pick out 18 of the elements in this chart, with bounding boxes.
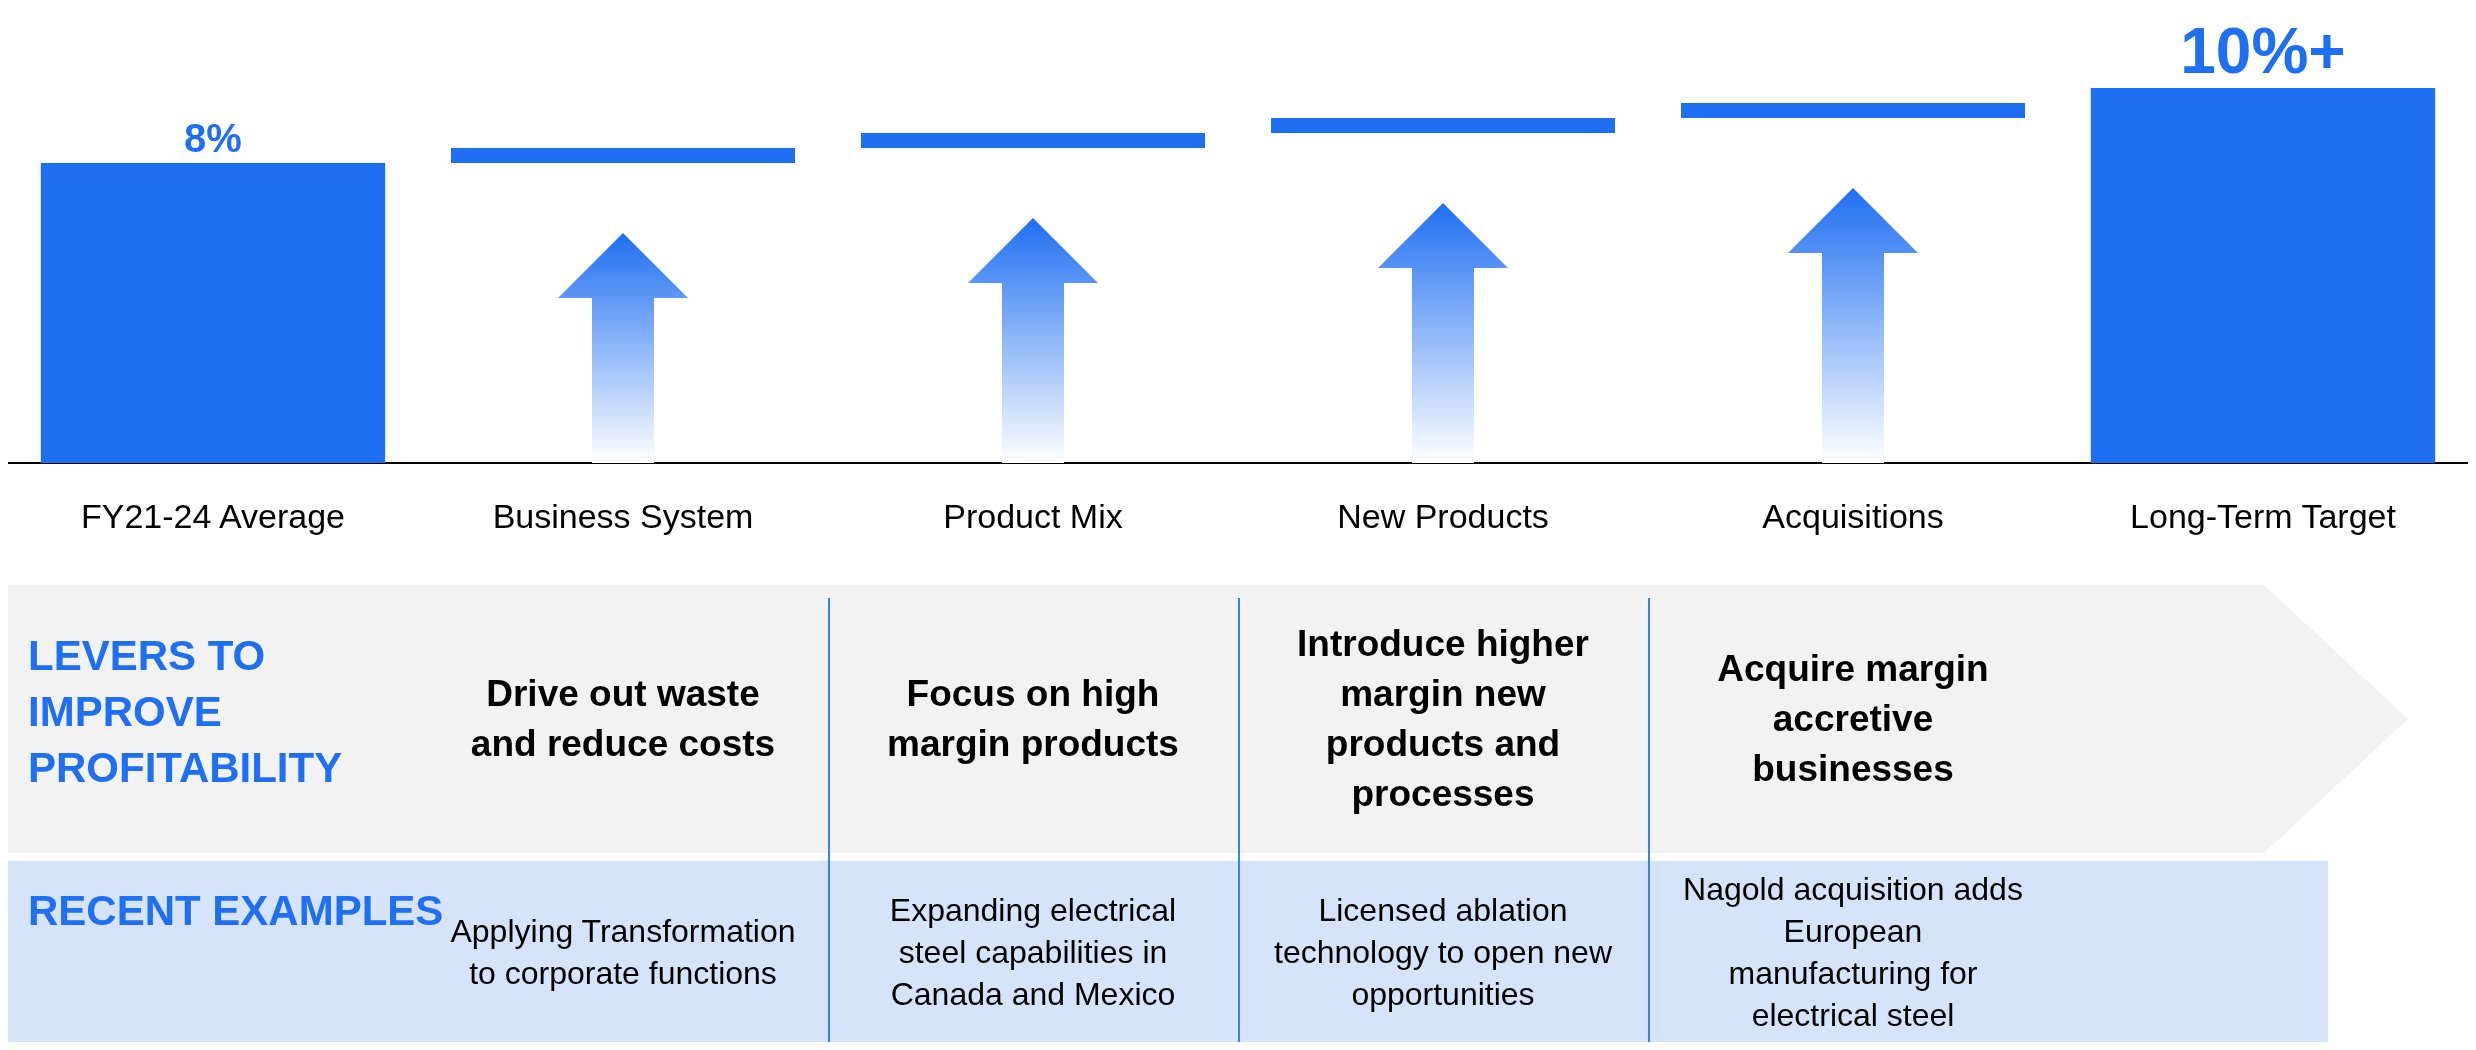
text: Focus on high margin products [886, 672, 1180, 766]
text: Introduce higher margin new products and processes [1296, 622, 1590, 816]
x-tick-label: New Products [1337, 497, 1549, 535]
data-label: 10%+ [2180, 15, 2346, 87]
x-tick-label: Business System [492, 497, 754, 535]
text: LEVERS TO IMPROVE PROFITABILITY [28, 631, 344, 793]
text: RECENT EXAMPLES [28, 886, 445, 936]
text: Acquire margin accretive businesses [1716, 647, 1990, 791]
x-tick-label: FY21-24 Average [81, 497, 345, 535]
text: Drive out waste and reduce costs [469, 672, 777, 766]
text: Nagold acquisition adds European manufacturing for electrical steel [1682, 869, 2024, 1035]
text: Applying Transformation to corporate functions [449, 911, 797, 993]
text: Expanding electrical steel capabilities in Canada and Mexico [888, 890, 1178, 1014]
x-tick-label: Acquisitions [1762, 497, 1944, 535]
data-label: 8% [184, 116, 242, 160]
text: Licensed ablation technology to open new opportunities [1273, 890, 1613, 1014]
x-tick-label: Long-Term Target [2130, 497, 2397, 535]
x-tick-label: Product Mix [943, 497, 1123, 535]
